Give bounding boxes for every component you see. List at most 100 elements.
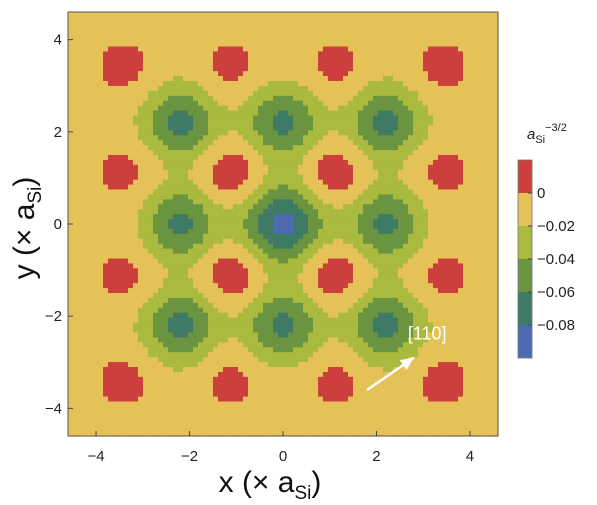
- heatmap-cell: [98, 26, 104, 33]
- heatmap-cell: [143, 85, 149, 92]
- heatmap-cell: [78, 278, 84, 284]
- heatmap-cell: [343, 253, 349, 260]
- heatmap-cell: [103, 36, 109, 43]
- heatmap-cell: [108, 189, 114, 196]
- heatmap-cell: [353, 154, 359, 161]
- heatmap-cell: [338, 184, 344, 191]
- heatmap-cell: [163, 154, 169, 161]
- heatmap-cell: [313, 386, 319, 393]
- heatmap-cell: [203, 406, 209, 412]
- heatmap-cell: [248, 199, 254, 205]
- heatmap-cell: [328, 204, 334, 210]
- heatmap-cell: [73, 21, 79, 28]
- heatmap-cell: [258, 31, 264, 38]
- heatmap-cell: [148, 288, 154, 294]
- heatmap-cell: [123, 16, 129, 23]
- heatmap-cell: [68, 145, 74, 151]
- heatmap-cell: [73, 401, 79, 408]
- heatmap-cell: [78, 293, 84, 299]
- heatmap-cell: [238, 302, 244, 309]
- heatmap-cell: [123, 376, 129, 383]
- heatmap-cell: [308, 401, 314, 408]
- heatmap-cell: [323, 179, 329, 186]
- heatmap-cell: [258, 401, 264, 408]
- heatmap-cell: [143, 100, 149, 107]
- heatmap-cell: [253, 381, 259, 388]
- heatmap-cell: [148, 381, 154, 388]
- heatmap-cell: [73, 352, 79, 358]
- heatmap-cell: [253, 371, 259, 378]
- heatmap-cell: [308, 253, 314, 260]
- heatmap-cell: [298, 352, 304, 358]
- heatmap-cell: [253, 164, 259, 171]
- heatmap-cell: [133, 347, 139, 353]
- heatmap-cell: [343, 150, 349, 156]
- heatmap-cell: [148, 376, 154, 383]
- heatmap-cell: [228, 31, 234, 38]
- heatmap-cell: [73, 293, 79, 299]
- heatmap-cell: [323, 100, 329, 107]
- heatmap-cell: [283, 342, 289, 348]
- heatmap-cell: [158, 199, 164, 205]
- heatmap-cell: [283, 362, 289, 368]
- heatmap-cell: [218, 120, 224, 126]
- heatmap-cell: [353, 41, 359, 48]
- heatmap-cell: [73, 130, 79, 136]
- heatmap-cell: [313, 56, 319, 62]
- heatmap-cell: [348, 386, 354, 393]
- heatmap-cell: [163, 21, 169, 28]
- heatmap-cell: [208, 406, 214, 412]
- heatmap-cell: [108, 238, 114, 245]
- heatmap-cell: [113, 51, 119, 57]
- heatmap-cell: [283, 66, 289, 72]
- heatmap-cell: [153, 273, 159, 279]
- heatmap-cell: [323, 386, 329, 393]
- heatmap-cell: [83, 26, 89, 33]
- heatmap-cell: [283, 164, 289, 171]
- heatmap-cell: [278, 209, 284, 215]
- heatmap-cell: [128, 66, 134, 72]
- heatmap-cell: [128, 41, 134, 48]
- heatmap-cell: [293, 371, 299, 378]
- heatmap-cell: [83, 273, 89, 279]
- heatmap-cell: [78, 71, 84, 77]
- heatmap-cell: [268, 36, 274, 43]
- heatmap-cell: [208, 95, 214, 102]
- heatmap-cell: [168, 297, 174, 304]
- heatmap-cell: [338, 31, 344, 38]
- heatmap-cell: [248, 297, 254, 304]
- heatmap-cell: [158, 31, 164, 38]
- heatmap-cell: [268, 406, 274, 412]
- heatmap-cell: [348, 376, 354, 383]
- heatmap-cell: [213, 253, 219, 260]
- heatmap-cell: [338, 371, 344, 378]
- heatmap-cell: [298, 273, 304, 279]
- heatmap-cell: [253, 283, 259, 289]
- heatmap-cell: [353, 362, 359, 368]
- heatmap-cell: [268, 31, 274, 38]
- heatmap-cell: [263, 214, 269, 220]
- heatmap-cell: [303, 228, 309, 235]
- heatmap-cell: [273, 273, 279, 279]
- heatmap-cell: [78, 312, 84, 319]
- heatmap-cell: [148, 56, 154, 62]
- heatmap-cell: [148, 278, 154, 284]
- heatmap-cell: [233, 204, 239, 210]
- heatmap-cell: [73, 12, 79, 18]
- heatmap-cell: [253, 194, 259, 200]
- heatmap-cell: [253, 391, 259, 398]
- heatmap-cell: [93, 273, 99, 279]
- heatmap-cell: [173, 125, 179, 131]
- heatmap-cell: [108, 140, 114, 146]
- heatmap-cell: [148, 36, 154, 43]
- heatmap-cell: [93, 130, 99, 136]
- heatmap-cell: [158, 317, 164, 324]
- heatmap-cell: [228, 140, 234, 146]
- heatmap-cell: [128, 312, 134, 319]
- heatmap-cell: [68, 337, 74, 343]
- heatmap-cell: [183, 169, 189, 176]
- heatmap-cell: [303, 297, 309, 304]
- heatmap-cell: [123, 125, 129, 131]
- heatmap-cell: [123, 189, 129, 196]
- heatmap-cell: [348, 66, 354, 72]
